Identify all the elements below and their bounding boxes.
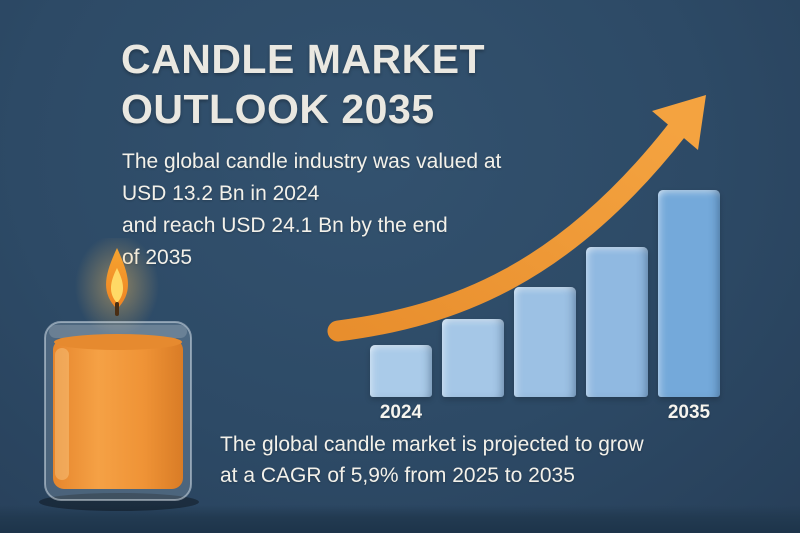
chart-bar-4 bbox=[586, 247, 648, 397]
intro-text: The global candle industry was valued at… bbox=[122, 146, 501, 274]
glass-highlight bbox=[55, 348, 69, 480]
candle-shadow bbox=[39, 493, 199, 511]
arrow-curve bbox=[327, 119, 688, 342]
chart-bar-3 bbox=[514, 287, 576, 397]
title-line-1: CANDLE MARKET bbox=[121, 36, 486, 82]
arrow-head bbox=[652, 95, 706, 150]
chart-bar-2 bbox=[442, 319, 504, 397]
wax-surface bbox=[54, 334, 182, 350]
title-line-2: OUTLOOK 2035 bbox=[121, 86, 435, 132]
candle-illustration bbox=[39, 238, 199, 511]
page-title: CANDLE MARKET OUTLOOK 2035 bbox=[121, 34, 485, 134]
footer-line-2: at a CAGR of 5,9% from 2025 to 2035 bbox=[220, 464, 575, 487]
growth-arrow bbox=[327, 95, 706, 342]
candle-wax bbox=[53, 339, 183, 489]
footer-line-1: The global candle market is projected to… bbox=[220, 433, 644, 456]
glass-rim bbox=[49, 325, 187, 338]
intro-line-2: USD 13.2 Bn in 2024 bbox=[122, 182, 320, 205]
intro-line-3: and reach USD 24.1 Bn by the end bbox=[122, 214, 448, 237]
axis-label-2035: 2035 bbox=[667, 402, 711, 423]
chart-bar-2035 bbox=[658, 190, 720, 397]
chart-bar-2024 bbox=[370, 345, 432, 397]
wick bbox=[115, 302, 119, 316]
intro-line-1: The global candle industry was valued at bbox=[122, 150, 502, 173]
bar-chart bbox=[370, 190, 720, 397]
flame-inner bbox=[110, 268, 124, 303]
footer-text: The global candle market is projected to… bbox=[220, 429, 644, 491]
floor-strip bbox=[0, 505, 800, 533]
axis-label-2024: 2024 bbox=[379, 402, 423, 423]
